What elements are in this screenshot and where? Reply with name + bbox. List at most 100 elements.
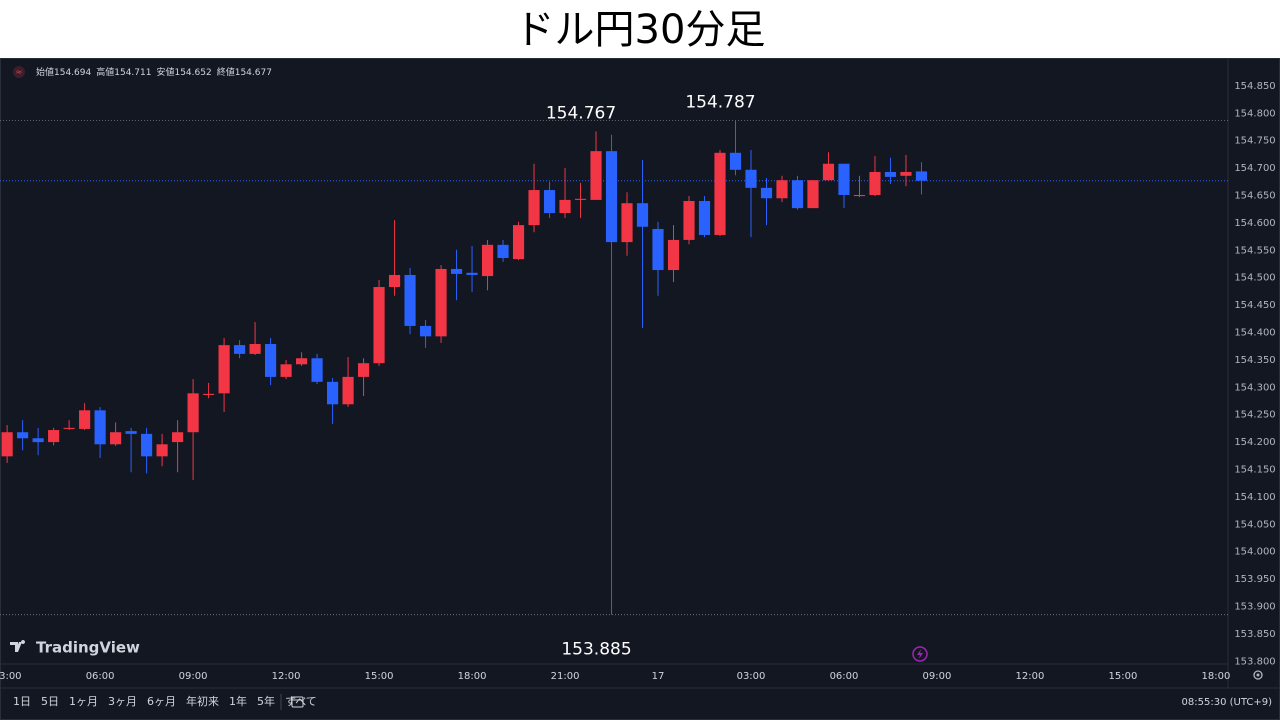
y-tick-label: 154.750 [1234,136,1275,147]
gear-hub[interactable] [1256,673,1260,677]
candle-body [17,432,29,439]
candle-body [683,201,695,240]
x-tick-label: 06:00 [86,671,115,682]
logo-mark [10,640,26,652]
candle-body [853,194,866,197]
candle-body [48,430,60,443]
y-tick-label: 154.350 [1234,355,1275,366]
x-tick-label: 17 [652,671,665,682]
y-tick-label: 154.700 [1234,163,1275,174]
y-tick-label: 154.150 [1234,464,1275,475]
alert-ring[interactable] [912,646,928,662]
candle-body [280,364,292,377]
tradingview-logo: TradingView [10,639,140,657]
clock: 08:55:30 (UTC+9) [1182,697,1273,708]
candle-body [698,201,711,235]
range-button[interactable]: 3ヶ月 [108,695,137,708]
candle-body [141,433,153,457]
candle-body [388,274,401,288]
candle-body [125,431,137,434]
annotation-label: 154.767 [546,103,616,123]
candle-body [265,344,277,377]
legend-label: 始値 [36,66,54,78]
candle-body [729,152,742,170]
candle-body [884,171,897,177]
candle-body [218,345,230,394]
candle-body [32,438,44,443]
page-title: ドル円30分足 [515,7,766,53]
chart-background [0,58,1280,720]
candle-body [776,180,788,199]
legend-label: 高値 [96,66,114,78]
legend-label: 終値 [217,66,235,78]
alert-icon[interactable] [912,646,928,662]
annotation-label: 153.885 [561,640,631,660]
x-tick-label: 15:00 [1109,671,1138,682]
candle-body [869,171,881,195]
x-tick-label: 03:00 [0,671,22,682]
candle-body [667,239,680,271]
annotation-label: 154.787 [685,92,755,112]
y-tick-label: 154.550 [1234,245,1275,256]
gear[interactable] [1253,670,1263,680]
y-tick-label: 154.650 [1234,191,1275,202]
candle-body [466,272,478,275]
candle-body [373,287,385,364]
candle-body [605,151,618,243]
candle-body [915,171,928,181]
y-tick-label: 153.950 [1234,574,1275,585]
candle-body [481,244,494,277]
y-tick-label: 154.500 [1234,273,1275,284]
date-range-icon[interactable] [291,696,304,708]
range-button[interactable]: 年初来 [186,694,219,708]
candle-body [450,268,463,274]
candle-body [63,427,75,429]
candle-body [311,358,323,382]
range-button[interactable]: 1年 [229,694,247,708]
x-tick-label: 09:00 [923,671,952,682]
candle-body [621,203,633,243]
title-band [0,0,1280,58]
candle-body [652,228,664,271]
x-tick-label: 06:00 [830,671,859,682]
x-tick-label: 12:00 [272,671,301,682]
candle-body [900,171,912,176]
range-button[interactable]: 6ヶ月 [147,695,176,708]
candle-body [714,152,726,235]
y-tick-label: 154.200 [1234,437,1275,448]
candle-body [590,151,602,200]
candle-body [295,358,308,365]
x-tick-label: 21:00 [551,671,580,682]
candle-body [791,180,804,209]
range-button[interactable]: すべて [285,695,317,708]
candle-body [342,376,354,405]
candle-body [249,344,261,354]
candle-body [528,190,540,226]
y-tick-label: 154.300 [1234,382,1275,393]
candle-body [357,363,370,377]
calendar[interactable] [291,696,304,708]
range-button[interactable]: 1ヶ月 [69,695,98,708]
legend-item: 終値154.677 [217,66,272,78]
alert-bolt[interactable] [917,649,923,659]
range-button[interactable]: 5年 [257,694,275,708]
candle-body [79,410,91,429]
candle-body [822,163,835,181]
symbol-icon-glyph: ≈ [16,68,23,77]
symbol-icon[interactable] [13,66,25,78]
legend-value: 154.694 [54,68,91,78]
legend-label: 安値 [156,66,174,78]
y-tick-label: 154.450 [1234,300,1275,311]
y-tick-label: 154.400 [1234,328,1275,339]
settings-icon[interactable] [1253,670,1263,680]
y-tick-label: 153.800 [1234,656,1275,667]
y-tick-label: 154.050 [1234,519,1275,530]
y-tick-label: 154.850 [1234,81,1275,92]
candle-body [543,190,556,214]
range-button[interactable]: 1日 [13,695,31,708]
range-button[interactable]: 5日 [41,695,59,708]
x-tick-label: 15:00 [365,671,394,682]
candle-body [419,325,432,337]
